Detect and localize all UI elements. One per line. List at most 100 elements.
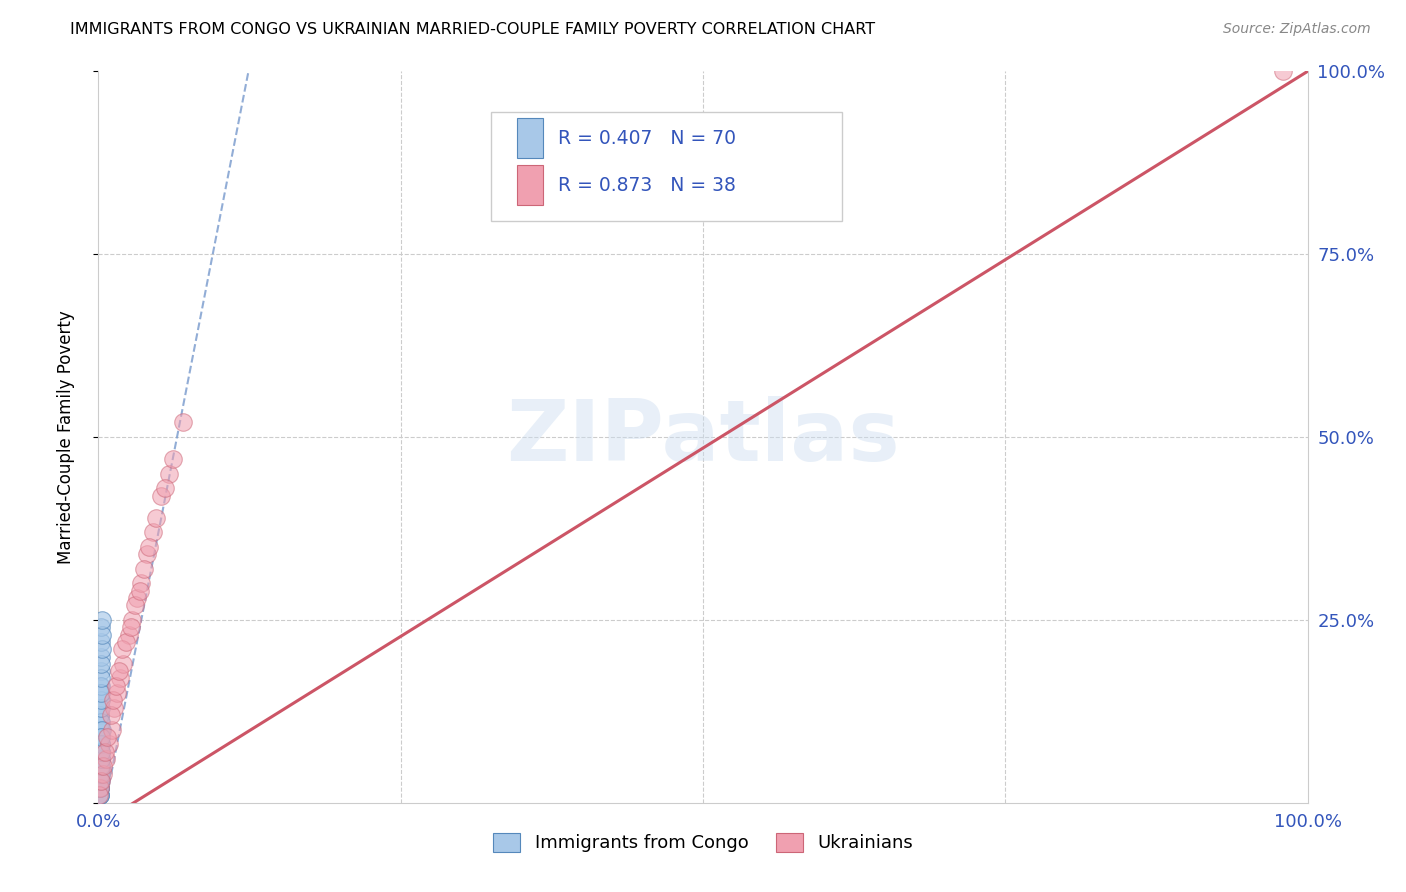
Point <box>89 773 111 788</box>
Point <box>89 700 111 714</box>
Point <box>90 657 112 671</box>
Point <box>89 745 111 759</box>
Point <box>89 789 111 803</box>
Y-axis label: Married-Couple Family Poverty: Married-Couple Family Poverty <box>56 310 75 564</box>
Point <box>108 664 131 678</box>
Point <box>150 489 173 503</box>
Point <box>90 723 112 737</box>
Point <box>90 745 112 759</box>
Point <box>135 547 157 561</box>
FancyBboxPatch shape <box>517 165 543 205</box>
Point <box>90 773 112 788</box>
Point <box>124 599 146 613</box>
Point <box>145 510 167 524</box>
Text: R = 0.407   N = 70: R = 0.407 N = 70 <box>558 128 735 148</box>
Point <box>90 752 112 766</box>
Point <box>89 745 111 759</box>
Point <box>101 693 124 707</box>
Point <box>89 708 111 723</box>
Point <box>90 672 112 686</box>
Text: ZIPatlas: ZIPatlas <box>506 395 900 479</box>
Point <box>90 700 112 714</box>
Point <box>89 781 111 796</box>
Point <box>89 759 111 773</box>
Point <box>90 759 112 773</box>
Point <box>100 723 122 737</box>
Point <box>115 635 138 649</box>
Point <box>89 723 111 737</box>
Point <box>89 745 111 759</box>
Point <box>90 642 112 657</box>
Point <box>89 773 111 788</box>
Point <box>89 693 111 707</box>
Point <box>89 781 111 796</box>
Point <box>90 715 112 730</box>
Point <box>89 737 111 751</box>
Point <box>90 686 112 700</box>
Point <box>89 766 111 780</box>
Point <box>111 657 134 671</box>
Point <box>90 759 112 773</box>
Point <box>89 723 111 737</box>
Point <box>90 679 112 693</box>
Point <box>90 752 112 766</box>
Point <box>89 737 111 751</box>
Point <box>89 781 111 796</box>
Point <box>89 789 111 803</box>
Point <box>104 679 127 693</box>
Point <box>1272 64 1295 78</box>
Point <box>90 730 112 744</box>
Text: Source: ZipAtlas.com: Source: ZipAtlas.com <box>1223 22 1371 37</box>
Point <box>157 467 180 481</box>
Point <box>89 752 111 766</box>
Point <box>97 737 120 751</box>
Point <box>100 708 122 723</box>
Point <box>90 730 112 744</box>
Point <box>172 416 194 430</box>
Point <box>111 642 134 657</box>
Point <box>89 686 111 700</box>
Point <box>127 591 149 605</box>
Point <box>91 766 114 780</box>
Point <box>90 649 112 664</box>
Point <box>89 759 111 773</box>
Point <box>89 789 111 803</box>
Point <box>89 759 111 773</box>
Point <box>90 723 112 737</box>
Point <box>121 613 143 627</box>
Point <box>90 766 112 780</box>
Point <box>103 700 125 714</box>
Point <box>96 752 118 766</box>
Point <box>162 452 184 467</box>
Point <box>128 583 150 598</box>
Point <box>89 773 111 788</box>
Point <box>118 627 141 641</box>
FancyBboxPatch shape <box>517 118 543 158</box>
Point <box>90 737 112 751</box>
Point <box>142 525 165 540</box>
Point <box>90 635 112 649</box>
Legend: Immigrants from Congo, Ukrainians: Immigrants from Congo, Ukrainians <box>486 826 920 860</box>
Point <box>89 679 111 693</box>
Point <box>90 664 112 678</box>
Point <box>90 620 112 634</box>
Text: R = 0.873   N = 38: R = 0.873 N = 38 <box>558 176 735 194</box>
FancyBboxPatch shape <box>492 112 842 221</box>
Point <box>89 781 111 796</box>
Point <box>89 773 111 788</box>
Point <box>89 759 111 773</box>
Point <box>89 708 111 723</box>
Point <box>105 686 128 700</box>
Point <box>153 481 176 495</box>
Point <box>90 766 112 780</box>
Point <box>89 752 111 766</box>
Point <box>90 745 112 759</box>
Point <box>90 737 112 751</box>
Point <box>129 576 152 591</box>
Point <box>89 789 111 803</box>
Point <box>90 737 112 751</box>
Point <box>89 766 111 780</box>
Point <box>96 730 118 744</box>
Point <box>90 752 112 766</box>
Point <box>134 562 156 576</box>
